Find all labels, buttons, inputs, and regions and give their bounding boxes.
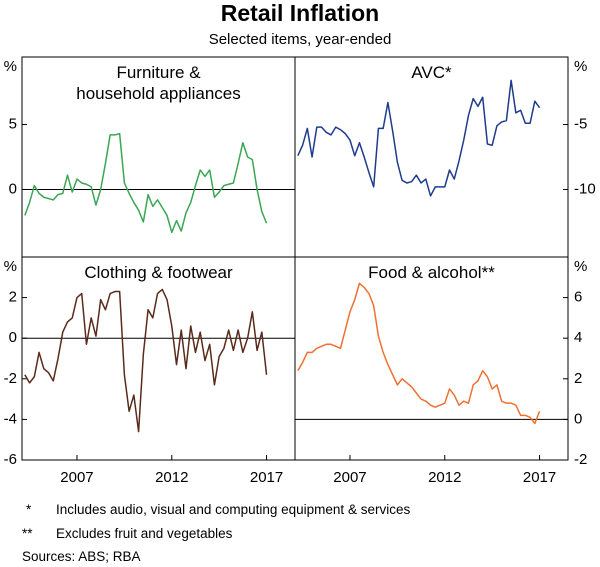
data-line <box>24 288 268 433</box>
unit-label: % <box>574 58 587 75</box>
y-tick-label: 5 <box>9 116 17 133</box>
data-line <box>24 132 268 234</box>
y-tick-label: -6 <box>4 451 17 468</box>
y-tick-label: 4 <box>574 329 582 346</box>
note-text: Excludes fruit and vegetables <box>56 526 233 541</box>
unit-label: % <box>4 58 17 75</box>
x-tick-label: 2017 <box>250 469 283 486</box>
unit-label: % <box>574 258 587 275</box>
y-tick-label: 0 <box>9 180 17 197</box>
x-tick-label: 2007 <box>333 469 366 486</box>
y-tick-label: 6 <box>574 289 582 306</box>
data-line <box>297 282 541 425</box>
page-subtitle: Selected items, year-ended <box>208 31 392 48</box>
panel-title: Furniture & household appliances <box>76 63 241 103</box>
y-tick-label: 2 <box>574 370 582 387</box>
note-marker: ** <box>22 526 33 541</box>
y-tick-label: -10 <box>574 180 596 197</box>
panel-title: AVC* <box>411 63 452 82</box>
x-tick-label: 2012 <box>428 469 461 486</box>
note-text: Includes audio, visual and computing equ… <box>56 502 411 517</box>
x-tick-label: 2017 <box>523 469 556 486</box>
note-marker: * <box>26 502 32 517</box>
y-tick-label: -5 <box>574 116 587 133</box>
panel-title: Food & alcohol** <box>368 263 495 282</box>
y-tick-label: -4 <box>4 410 17 427</box>
data-line <box>297 79 541 197</box>
y-tick-label: -2 <box>4 370 17 387</box>
x-tick-label: 2012 <box>155 469 188 486</box>
y-tick-label: 0 <box>9 329 17 346</box>
page-title: Retail Inflation <box>220 0 380 26</box>
y-tick-label: -2 <box>574 451 587 468</box>
source: Sources: ABS; RBA <box>22 549 141 564</box>
y-tick-label: 2 <box>9 289 17 306</box>
panel-title: Clothing & footwear <box>84 263 233 282</box>
unit-label: % <box>4 258 17 275</box>
y-tick-label: 0 <box>574 410 582 427</box>
x-tick-label: 2007 <box>60 469 93 486</box>
